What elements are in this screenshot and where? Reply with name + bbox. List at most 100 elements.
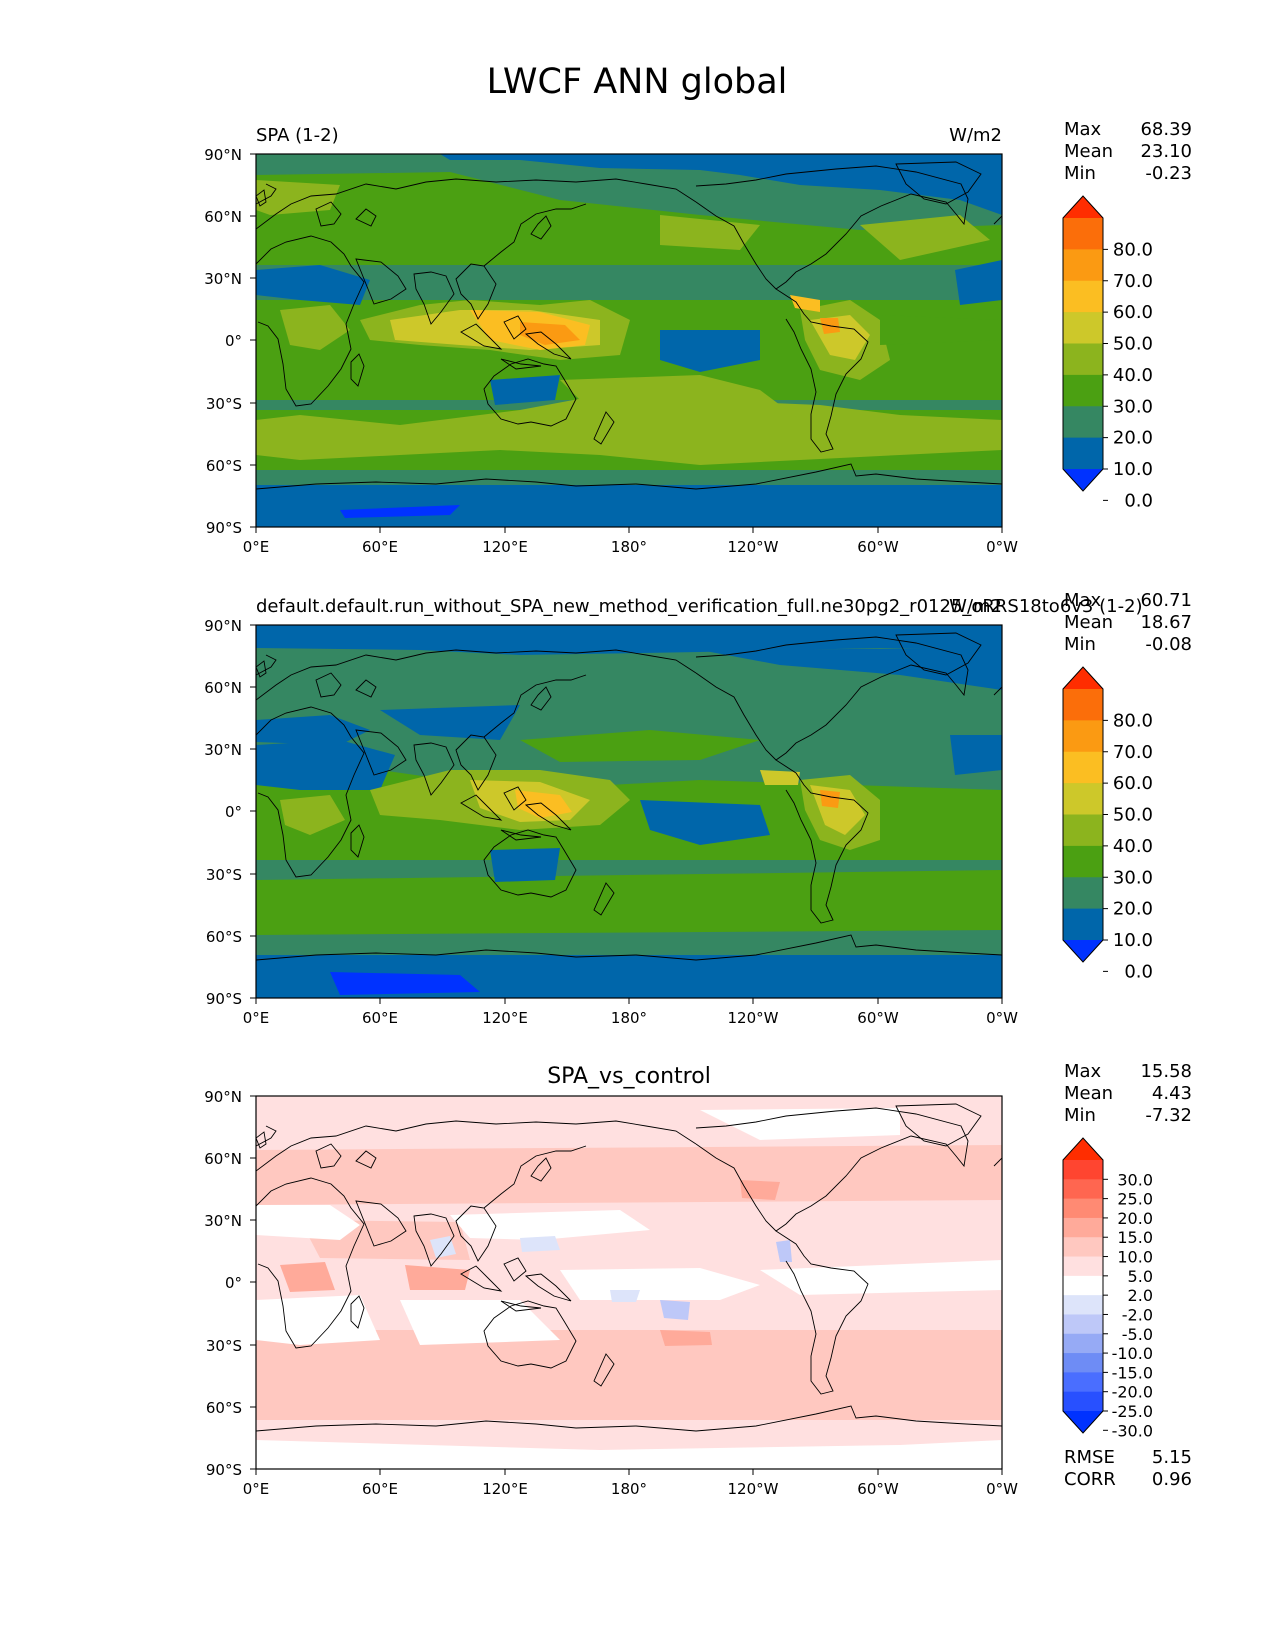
lon-tick: 60°W — [857, 1009, 899, 1027]
lat-tick: 90°S — [206, 519, 242, 537]
map-field — [256, 1096, 1002, 1469]
colorbar-segment — [1063, 845, 1103, 878]
stats-block: Max 68.39 Mean 23.10 Min -0.23 — [1064, 119, 1192, 184]
colorbar: 80.0 70.0 60.0 50.0 40.0 30.0 20.0 10.0 0.0 — [1062, 195, 1153, 511]
panel-control: default.default.run_without_SPA_new_meth… — [204, 590, 1192, 1027]
stat-max-label: Max — [1064, 590, 1102, 611]
colorbar-tick-label: 30.0 — [1113, 396, 1153, 417]
colorbar-segment — [1063, 689, 1103, 721]
stat-max-value: 15.58 — [1140, 1061, 1192, 1082]
map-field — [256, 154, 1002, 527]
colorbar-tick-label: 40.0 — [1113, 365, 1153, 386]
lat-tick: 60°N — [204, 208, 242, 226]
colorbar: 80.0 70.0 60.0 50.0 40.0 30.0 20.0 10.0 0.0 — [1062, 666, 1153, 982]
error-stats: RMSE 5.15 CORR 0.96 — [1064, 1447, 1192, 1490]
lat-tick: 30°N — [204, 1212, 242, 1230]
figure-title: LWCF ANN global — [487, 62, 788, 102]
colorbar-extend-min — [1063, 469, 1103, 491]
lon-tick: 60°E — [362, 1480, 398, 1498]
colorbar-segment — [1063, 1314, 1103, 1335]
colorbar-tick-label: 10.0 — [1113, 459, 1153, 480]
colorbar-tick-label: 60.0 — [1113, 773, 1153, 794]
colorbar-segment — [1063, 374, 1103, 407]
colorbar-tick-label: -5.0 — [1122, 1325, 1153, 1344]
lon-tick: 120°W — [728, 1480, 779, 1498]
panel-title: SPA (1-2) — [256, 125, 339, 146]
panel-units: W/m2 — [949, 125, 1002, 146]
lon-tick: 120°W — [728, 538, 779, 556]
stat-mean-label: Mean — [1064, 1083, 1113, 1104]
lon-tick: 60°W — [857, 538, 899, 556]
lon-tick: 60°E — [362, 1009, 398, 1027]
rmse-label: RMSE — [1064, 1447, 1115, 1468]
stat-max-value: 60.71 — [1140, 590, 1192, 611]
lon-axis: 0°E 60°E 120°E 180° 120°W 60°W 0°W — [243, 1009, 1018, 1027]
stat-min-value: -7.32 — [1145, 1105, 1192, 1126]
lon-axis: 0°E 60°E 120°E 180° 120°W 60°W 0°W — [243, 1480, 1018, 1498]
colorbar-segment — [1063, 343, 1103, 376]
lat-tick: 60°S — [206, 457, 242, 475]
colorbar-tick-label: 20.0 — [1117, 1209, 1153, 1228]
lon-tick: 60°E — [362, 538, 398, 556]
lat-tick: 90°N — [204, 146, 242, 164]
lat-tick: 60°N — [204, 679, 242, 697]
lon-tick: 0°W — [986, 1480, 1018, 1498]
colorbar-tick-label: -2.0 — [1122, 1305, 1153, 1324]
colorbar-segment — [1063, 751, 1103, 784]
colorbar: 30.025.020.015.010.05.02.0-2.0-5.0-10.0-… — [1062, 1137, 1153, 1440]
lat-tick: 30°S — [206, 395, 242, 413]
colorbar-segment — [1063, 877, 1103, 910]
stat-min-value: -0.08 — [1145, 634, 1192, 655]
colorbar-segment — [1063, 908, 1103, 941]
colorbar-segment — [1063, 312, 1103, 344]
corr-label: CORR — [1064, 1469, 1116, 1490]
lon-tick: 120°W — [728, 1009, 779, 1027]
colorbar-tick-label: 80.0 — [1113, 710, 1153, 731]
lon-tick: 180° — [611, 1009, 647, 1027]
colorbar-tick-label: 50.0 — [1113, 805, 1153, 826]
map-field — [256, 625, 1002, 998]
colorbar-extend-max — [1063, 667, 1103, 689]
lat-axis: 90°N 60°N 30°N 0° 30°S 60°S 90°S — [204, 1088, 242, 1479]
lon-tick: 180° — [611, 538, 647, 556]
stat-mean-label: Mean — [1064, 141, 1113, 162]
colorbar-segment — [1063, 1179, 1103, 1200]
stat-max-label: Max — [1064, 119, 1102, 140]
lon-tick: 180° — [611, 1480, 647, 1498]
colorbar-segment — [1063, 783, 1103, 815]
rmse-value: 5.15 — [1152, 1447, 1192, 1468]
lat-tick: 90°N — [204, 617, 242, 635]
stat-min-label: Min — [1064, 163, 1096, 184]
colorbar-tick-label: 80.0 — [1113, 239, 1153, 260]
lat-tick: 60°N — [204, 1150, 242, 1168]
colorbar-extend-min — [1063, 940, 1103, 962]
colorbar-segment — [1063, 218, 1103, 250]
colorbar-segment — [1063, 1256, 1103, 1277]
panel-spa: SPA (1-2) W/m2 — [204, 119, 1192, 556]
panel-units: W/m2 — [949, 596, 1002, 617]
lon-tick: 0°E — [243, 538, 270, 556]
lat-tick: 30°N — [204, 741, 242, 759]
stats-block: Max 15.58 Mean 4.43 Min -7.32 — [1064, 1061, 1192, 1126]
colorbar-tick-label: 20.0 — [1113, 428, 1153, 449]
lon-tick: 0°W — [986, 538, 1018, 556]
panel-title: default.default.run_without_SPA_new_meth… — [256, 596, 1143, 617]
colorbar-extend-min — [1063, 1411, 1103, 1433]
lat-tick: 0° — [225, 803, 242, 821]
lon-tick: 120°E — [482, 1009, 528, 1027]
lat-tick: 60°S — [206, 1399, 242, 1417]
lat-tick: 30°S — [206, 1337, 242, 1355]
stat-mean-value: 4.43 — [1152, 1083, 1192, 1104]
colorbar-segment — [1063, 1160, 1103, 1180]
colorbar-segment — [1063, 280, 1103, 313]
colorbar-segment — [1063, 1295, 1103, 1315]
colorbar-tick-label: -20.0 — [1112, 1383, 1153, 1402]
lon-tick: 0°E — [243, 1009, 270, 1027]
panel-diff: SPA_vs_control — [204, 1061, 1192, 1498]
colorbar-tick-label: -10.0 — [1112, 1344, 1153, 1363]
stat-min-value: -0.23 — [1145, 163, 1192, 184]
colorbar-segment — [1063, 1372, 1103, 1393]
colorbar-extend-max — [1063, 196, 1103, 218]
colorbar-tick-label: -15.0 — [1112, 1363, 1153, 1382]
